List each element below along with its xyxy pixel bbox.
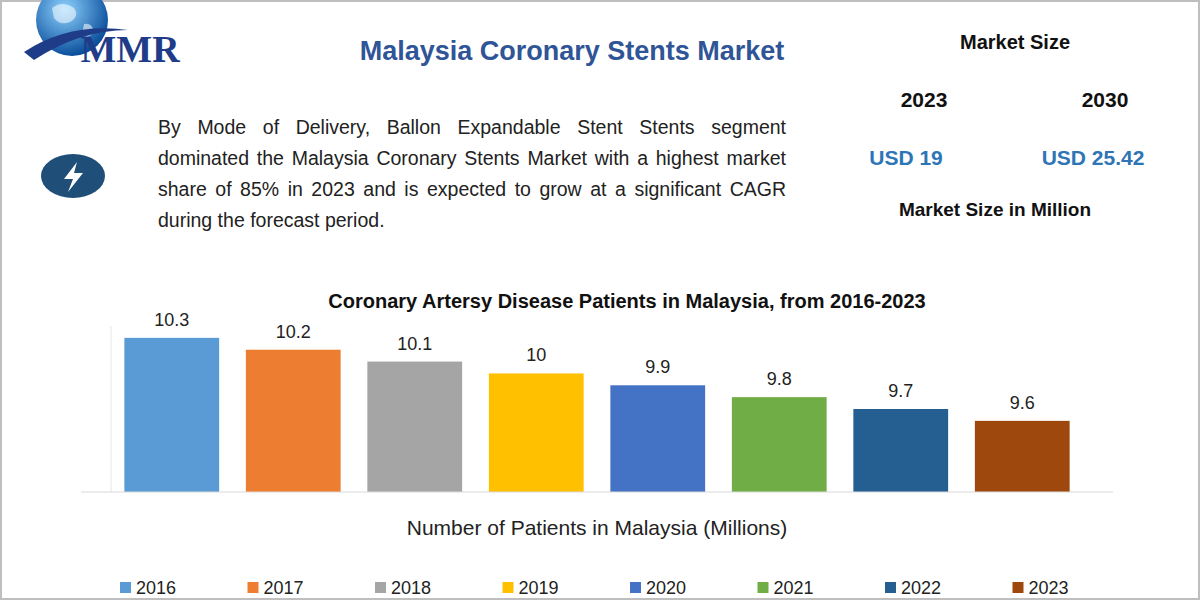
y-axis-line xyxy=(111,326,112,492)
legend-label: 2018 xyxy=(391,578,431,598)
infographic: MMR Malaysia Coronary Stents Market Market… xyxy=(0,0,1200,600)
market-unit: Market Size in Million xyxy=(899,199,1091,220)
bar xyxy=(367,362,462,492)
bar xyxy=(489,373,584,492)
market-amount: USD 25.42 xyxy=(1042,146,1145,169)
title: Malaysia Coronary Stents Market xyxy=(360,36,785,66)
market-size-title: Market Size xyxy=(960,31,1070,53)
x-axis-label: Number of Patients in Malaysia (Millions… xyxy=(407,516,787,539)
data-label: 9.7 xyxy=(888,381,913,401)
legend-swatch xyxy=(885,582,896,593)
legend-swatch xyxy=(1013,582,1024,593)
legend-label: 2021 xyxy=(774,578,814,598)
bar xyxy=(853,409,948,492)
legend-label: 2017 xyxy=(264,578,304,598)
legend-swatch xyxy=(758,582,769,593)
bars xyxy=(124,338,1069,492)
data-label: 9.8 xyxy=(767,369,792,389)
bar xyxy=(610,385,705,492)
summary-text: By Mode of Delivery, Ballon Expandable S… xyxy=(158,112,786,236)
market-year: 2023 xyxy=(901,88,948,111)
legend-label: 2020 xyxy=(646,578,686,598)
data-label: 10.3 xyxy=(154,310,189,330)
legend-swatch xyxy=(375,582,386,593)
market-year: 2030 xyxy=(1082,88,1129,111)
data-label: 10.1 xyxy=(397,334,432,354)
frame xyxy=(1,1,1199,599)
baseline xyxy=(81,492,1113,493)
legend-swatch xyxy=(120,582,131,593)
icon-bolt xyxy=(64,162,83,192)
icon-circle xyxy=(41,154,105,198)
data-label: 10.2 xyxy=(276,322,311,342)
bar xyxy=(246,350,341,492)
bar xyxy=(124,338,219,492)
data-label: 9.6 xyxy=(1010,393,1035,413)
legend-label: 2022 xyxy=(901,578,941,598)
data-label: 9.9 xyxy=(645,357,670,377)
chart-title: Coronary Artersy Disease Patients in Mal… xyxy=(328,290,925,312)
data-label: 10 xyxy=(526,345,546,365)
legend-swatch xyxy=(248,582,259,593)
legend-label: 2019 xyxy=(519,578,559,598)
bar xyxy=(732,397,827,492)
bar xyxy=(975,421,1070,492)
legend-swatch xyxy=(630,582,641,593)
logo-text: MMR xyxy=(80,28,180,70)
legend-label: 2023 xyxy=(1029,578,1069,598)
market-amount: USD 19 xyxy=(869,146,943,169)
legend-label: 2016 xyxy=(136,578,176,598)
legend-swatch xyxy=(503,582,514,593)
